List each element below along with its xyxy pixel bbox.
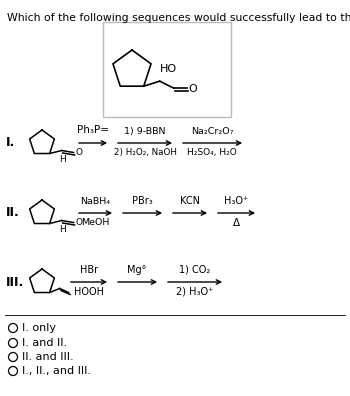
Text: 1) CO₂: 1) CO₂ <box>179 265 211 275</box>
Text: III.: III. <box>6 276 24 289</box>
Text: O: O <box>76 148 83 157</box>
Text: Δ: Δ <box>232 218 239 228</box>
Text: I. and II.: I. and II. <box>22 338 67 348</box>
Text: II.: II. <box>6 206 20 219</box>
Text: NaBH₄: NaBH₄ <box>80 197 110 206</box>
Text: O: O <box>189 84 197 94</box>
Text: Na₂Cr₂O₇: Na₂Cr₂O₇ <box>191 127 233 136</box>
Bar <box>103 22 231 117</box>
Text: H₃O⁺: H₃O⁺ <box>224 196 248 206</box>
Text: PBr₃: PBr₃ <box>132 196 152 206</box>
Text: H₂SO₄, H₂O: H₂SO₄, H₂O <box>187 148 237 157</box>
Text: 2) H₃O⁺: 2) H₃O⁺ <box>176 287 214 297</box>
Text: 1) 9-BBN: 1) 9-BBN <box>124 127 166 136</box>
Text: HO: HO <box>160 64 177 74</box>
Text: H: H <box>59 225 66 234</box>
Text: I.: I. <box>6 137 15 150</box>
Text: HOOH: HOOH <box>74 287 104 297</box>
Text: Ph₃P=: Ph₃P= <box>77 125 109 135</box>
Text: KCN: KCN <box>180 196 200 206</box>
Text: I. only: I. only <box>22 323 56 333</box>
Text: I., II., and III.: I., II., and III. <box>22 366 91 376</box>
Text: 2) H₂O₂, NaOH: 2) H₂O₂, NaOH <box>113 148 176 157</box>
Text: Mg°: Mg° <box>127 265 147 275</box>
Text: Which of the following sequences would successfully lead to the shown product?: Which of the following sequences would s… <box>7 13 350 23</box>
Text: II. and III.: II. and III. <box>22 352 74 362</box>
Text: O: O <box>76 218 83 227</box>
Text: H: H <box>59 155 66 164</box>
Text: HBr: HBr <box>80 265 98 275</box>
Text: MeOH: MeOH <box>81 218 109 227</box>
